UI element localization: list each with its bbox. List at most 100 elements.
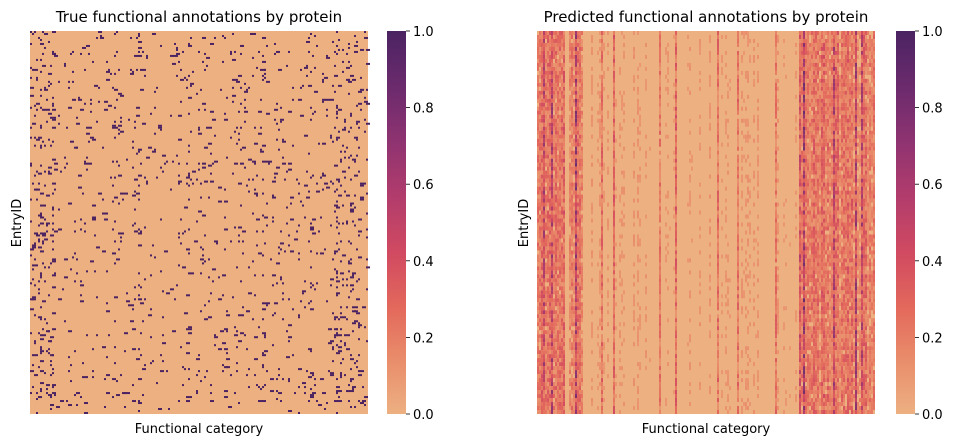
heatmap-cell	[200, 380, 202, 383]
heatmap-cell	[112, 184, 114, 187]
heatmap-cell	[569, 54, 571, 59]
heatmap-cell	[699, 226, 701, 231]
heatmap-cell	[549, 214, 551, 219]
heatmap-cell	[54, 108, 56, 111]
heatmap-cell	[729, 314, 731, 319]
heatmap-cell	[659, 214, 661, 219]
heatmap-cell	[777, 266, 779, 271]
heatmap-cell	[581, 194, 583, 199]
heatmap-cell	[42, 234, 46, 237]
heatmap-cell	[675, 286, 677, 291]
heatmap-cell	[549, 138, 551, 143]
heatmap-cell	[192, 70, 194, 73]
heatmap-cell	[717, 294, 719, 299]
heatmap-cell	[543, 90, 545, 95]
heatmap-cell	[136, 192, 140, 195]
heatmap-cell	[82, 376, 84, 379]
heatmap-cell	[559, 254, 561, 259]
heatmap-cell	[561, 314, 563, 319]
heatmap-cell	[340, 184, 342, 187]
heatmap-cell	[541, 306, 543, 311]
heatmap-cell	[579, 150, 581, 155]
heatmap-cell	[202, 262, 204, 265]
heatmap-cell	[601, 362, 603, 367]
heatmap-cell	[563, 314, 565, 319]
heatmap-cell	[569, 266, 571, 271]
heatmap-cell	[569, 262, 571, 267]
heatmap-cell	[667, 78, 669, 83]
heatmap-cell	[541, 202, 543, 207]
heatmap-cell	[727, 310, 729, 315]
heatmap-cell	[210, 126, 212, 129]
heatmap-cell	[675, 78, 677, 83]
heatmap-cell	[623, 42, 625, 47]
heatmap-cell	[777, 298, 779, 303]
heatmap-cell	[575, 242, 577, 247]
heatmap-cell	[753, 382, 755, 387]
heatmap-cell	[577, 134, 579, 139]
heatmap-cell	[571, 126, 573, 131]
heatmap-cell	[579, 190, 581, 195]
heatmap-cell	[579, 254, 581, 259]
heatmap-cell	[310, 286, 312, 289]
colorbar-true: 0.00.20.40.60.81.0	[387, 25, 434, 423]
heatmap-cell	[188, 252, 190, 255]
heatmap-cell	[667, 194, 669, 199]
heatmap-cell	[675, 50, 677, 55]
heatmap-cell	[743, 294, 745, 299]
heatmap-cell	[775, 278, 777, 283]
heatmap-cell	[232, 32, 234, 35]
heatmap-cell	[547, 162, 549, 167]
heatmap-cell	[551, 31, 553, 35]
heatmap-cell	[242, 306, 244, 309]
heatmap-cell	[563, 242, 565, 247]
heatmap-cell	[551, 362, 553, 367]
heatmap-cell	[332, 340, 334, 343]
heatmap-cell	[571, 54, 573, 59]
heatmap-cell	[591, 178, 593, 183]
heatmap-cell	[575, 222, 577, 227]
heatmap-cell	[537, 186, 539, 191]
heatmap-cell	[36, 392, 38, 395]
heatmap-cell	[545, 146, 547, 151]
heatmap-cell	[545, 194, 547, 199]
heatmap-cell	[541, 38, 543, 43]
heatmap-cell	[48, 352, 50, 355]
heatmap-cell	[737, 330, 739, 335]
heatmap-cell	[166, 160, 168, 163]
heatmap-cell	[543, 354, 545, 359]
heatmap-cell	[104, 378, 106, 381]
heatmap-cell	[659, 122, 661, 127]
heatmap-cell	[547, 218, 549, 223]
heatmap-cell	[777, 390, 779, 395]
heatmap-cell	[563, 374, 565, 379]
heatmap-cell	[569, 118, 571, 123]
heatmap-cell	[537, 126, 539, 131]
heatmap-cell	[36, 354, 38, 357]
heatmap-cell	[553, 78, 555, 83]
heatmap-cell	[741, 58, 743, 63]
heatmap-cell	[675, 34, 677, 39]
heatmap-cell	[32, 268, 34, 271]
heatmap-cell	[541, 282, 543, 287]
heatmap-cell	[557, 154, 559, 159]
heatmap-cell	[621, 250, 623, 255]
heatmap-cell	[559, 138, 561, 143]
heatmap-cell	[675, 218, 677, 223]
heatmap-cell	[637, 242, 639, 247]
heatmap-cell	[577, 258, 579, 263]
heatmap-cells-true	[30, 31, 370, 414]
heatmap-cell	[350, 258, 352, 261]
heatmap-cell	[298, 98, 302, 101]
heatmap-cell	[571, 202, 573, 207]
heatmap-cell	[30, 94, 34, 97]
heatmap-cell	[577, 70, 579, 75]
heatmap-cell	[613, 126, 615, 131]
heatmap-cell	[577, 346, 579, 351]
heatmap-cell	[266, 302, 270, 305]
heatmap-cell	[737, 334, 739, 339]
heatmap-cell	[236, 370, 238, 373]
heatmap-cell	[579, 302, 581, 307]
heatmap-cell	[579, 134, 581, 139]
heatmap-cell	[557, 46, 559, 51]
